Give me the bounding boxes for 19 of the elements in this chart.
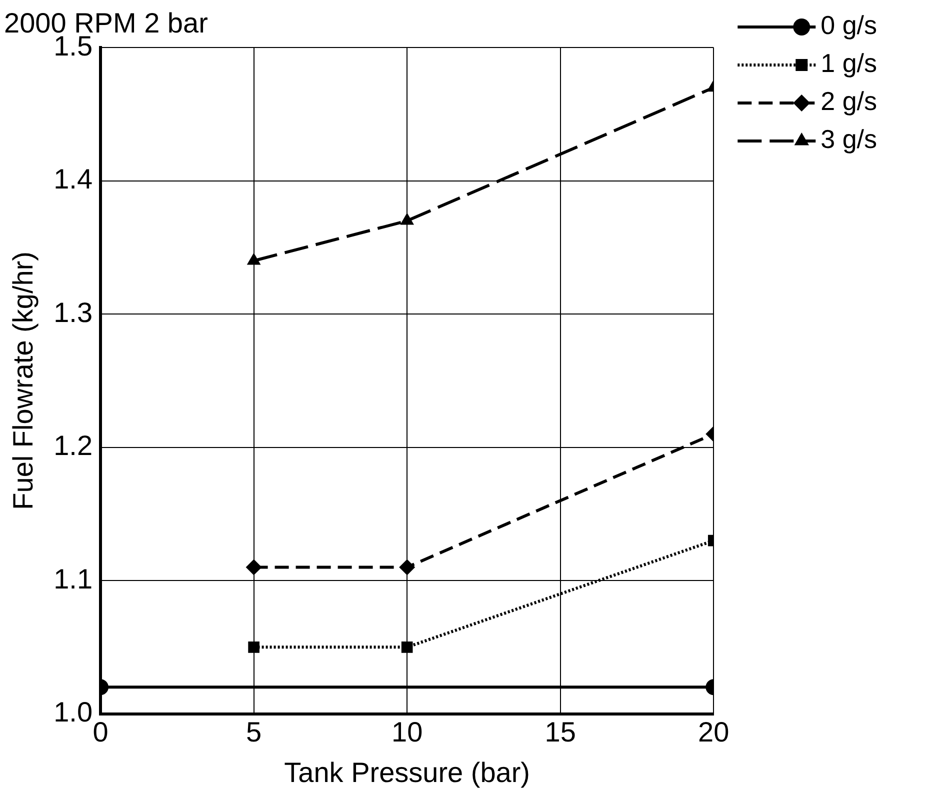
x-tick-label: 5 xyxy=(246,716,262,748)
legend-label: 2 g/s xyxy=(820,86,878,116)
legend-label: 1 g/s xyxy=(820,48,878,78)
point xyxy=(400,212,414,225)
x-tick-label: 10 xyxy=(392,716,423,748)
x-tick-label: 0 xyxy=(92,716,108,748)
legend-label: 0 g/s xyxy=(820,10,878,40)
x-tick-label: 15 xyxy=(544,716,576,748)
x-axis-title: Tank Pressure (bar) xyxy=(284,756,530,788)
x-tick-label: 20 xyxy=(698,716,730,748)
point xyxy=(399,559,416,576)
y-tick-label: 1.2 xyxy=(54,430,93,462)
point xyxy=(401,642,413,653)
legend-label: 3 g/s xyxy=(820,124,878,154)
y-axis-title: Fuel Flowrate (kg/hr) xyxy=(8,252,39,510)
y-tick-label: 1.3 xyxy=(54,296,93,328)
y-tick-label: 1.0 xyxy=(54,696,93,728)
y-tick-label: 1.1 xyxy=(54,563,93,594)
y-tick-label: 1.4 xyxy=(54,164,93,195)
